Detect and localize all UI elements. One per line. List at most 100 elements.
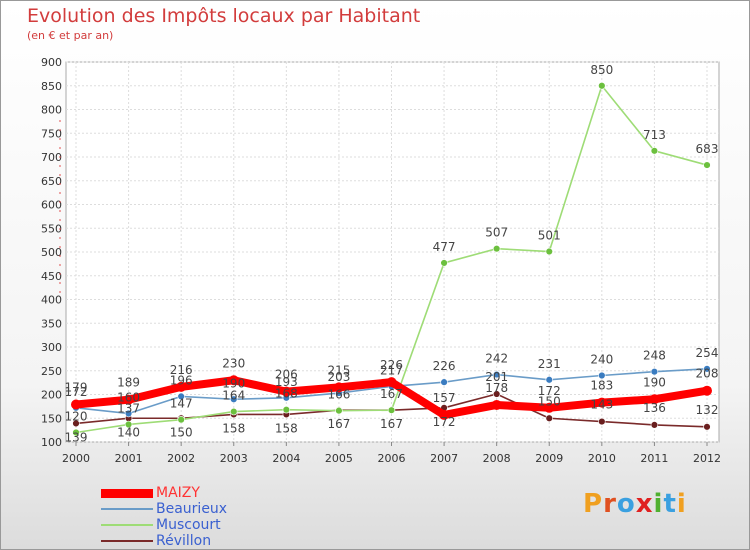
brand-letter: r: [603, 489, 617, 519]
data-label: 217: [380, 363, 403, 377]
legend-label: Muscourt: [156, 517, 221, 533]
data-label: 166: [327, 388, 350, 402]
data-label: 143: [590, 398, 613, 412]
data-label: 178: [485, 381, 508, 395]
data-point: [439, 409, 450, 420]
data-point: [228, 375, 239, 386]
data-label: 189: [117, 376, 140, 390]
data-point: [123, 394, 134, 405]
data-label: 136: [643, 401, 666, 415]
legend-label: Beaurieux: [156, 501, 228, 517]
data-point: [230, 407, 238, 416]
data-label: 179: [65, 380, 88, 394]
data-label: 168: [275, 387, 298, 401]
data-point: [545, 414, 553, 422]
data-label: 172: [65, 385, 88, 399]
data-label: 150: [170, 425, 193, 439]
legend-item: Muscourt: [101, 517, 227, 533]
data-label: 172: [538, 384, 561, 398]
y-tick-label: 900: [41, 56, 62, 69]
data-point: [703, 365, 711, 373]
data-point: [650, 421, 659, 429]
legend-item: MAIZY: [101, 485, 227, 501]
data-label: 190: [222, 376, 245, 390]
data-label: 196: [170, 373, 193, 387]
data-label: 158: [222, 421, 245, 435]
data-label: 226: [380, 358, 403, 372]
data-point: [72, 419, 80, 428]
data-point: [544, 402, 555, 413]
brand-letter: P: [583, 489, 604, 519]
data-point: [703, 161, 711, 169]
x-tick-label: 2001: [115, 452, 143, 465]
data-label: 139: [65, 430, 88, 444]
data-point: [492, 370, 501, 379]
x-tick-label: 2000: [62, 452, 90, 465]
legend-swatch: [101, 508, 153, 510]
y-tick-label: 150: [41, 412, 62, 425]
data-label: 132: [696, 403, 719, 417]
data-label: 183: [590, 379, 613, 393]
data-label: 242: [485, 352, 508, 366]
legend-swatch: [101, 524, 153, 526]
legend: MAIZY Beaurieux Muscourt Révillon: [101, 485, 227, 549]
data-label: 201: [485, 370, 508, 384]
x-tick-label: 2010: [588, 452, 616, 465]
data-label: 230: [222, 356, 245, 370]
data-label: 683: [696, 142, 719, 156]
x-tick-label: 2012: [693, 452, 721, 465]
data-point: [650, 147, 659, 155]
data-point: [440, 259, 448, 267]
data-point: [335, 406, 343, 415]
legend-item: Beaurieux: [101, 501, 227, 517]
data-label: 850: [590, 63, 613, 77]
y-tick-label: 750: [41, 127, 62, 140]
data-label: 158: [275, 421, 298, 435]
y-tick-label: 550: [41, 222, 62, 235]
y-tick-label: 850: [41, 80, 62, 93]
data-label: 226: [433, 359, 456, 373]
data-label: 137: [117, 401, 140, 415]
y-tick-label: 200: [41, 389, 62, 402]
data-label: 215: [327, 363, 350, 377]
x-tick-label: 2005: [325, 452, 353, 465]
data-point: [282, 406, 291, 414]
brand-letter: o: [616, 489, 636, 519]
data-point: [649, 394, 660, 405]
y-tick-label: 300: [41, 341, 62, 354]
chart-title: Evolution des Impôts locaux par Habitant: [27, 5, 421, 27]
data-label: 167: [380, 387, 403, 401]
data-label: 160: [117, 391, 140, 405]
data-point: [387, 406, 396, 414]
data-label: 477: [433, 240, 456, 254]
data-point: [702, 385, 712, 396]
data-label: 240: [590, 353, 613, 367]
data-point: [177, 392, 185, 401]
data-point: [703, 423, 711, 431]
x-tick-label: 2011: [640, 452, 668, 465]
brand-letter: i: [653, 489, 664, 519]
data-point: [176, 381, 187, 392]
data-point: [596, 397, 607, 408]
data-label: 216: [170, 363, 193, 377]
data-label: 193: [275, 375, 298, 389]
y-tick-label: 250: [41, 365, 62, 378]
data-point: [71, 399, 81, 410]
data-label: 190: [643, 375, 666, 389]
data-point: [124, 409, 133, 418]
data-label: 206: [275, 368, 298, 382]
data-point: [492, 390, 501, 398]
legend-label: Révillon: [156, 533, 212, 549]
data-point: [598, 82, 606, 90]
data-point: [545, 376, 553, 384]
y-tick-label: 350: [41, 317, 62, 330]
data-point: [545, 247, 553, 256]
data-point: [650, 368, 659, 376]
data-label: 254: [696, 346, 719, 360]
y-tick-label: 400: [41, 294, 62, 307]
x-tick-label: 2006: [378, 452, 406, 465]
data-label: 120: [65, 410, 88, 424]
data-label: 231: [538, 357, 561, 371]
data-point: [177, 415, 185, 424]
